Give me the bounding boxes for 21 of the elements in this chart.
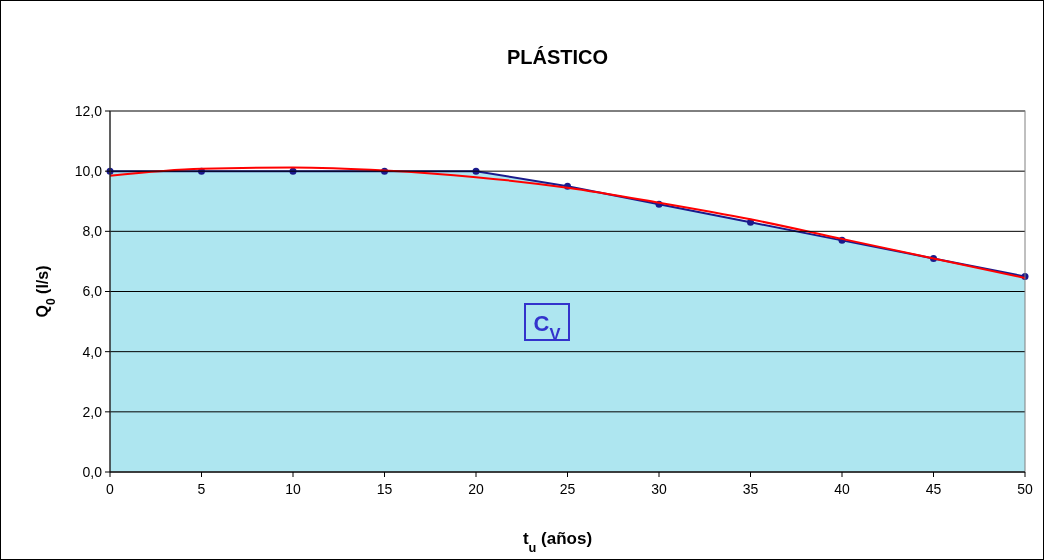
x-tick-label: 35 — [742, 481, 759, 497]
x-tick-label: 0 — [106, 481, 115, 497]
y-tick-label: 10,0 — [74, 163, 103, 180]
x-tick-label: 40 — [834, 481, 850, 497]
x-tick-label: 50 — [1017, 481, 1033, 497]
y-tick-label: 12,0 — [74, 102, 103, 119]
y-tick-label: 4,0 — [82, 343, 103, 360]
x-tick-label: 10 — [285, 481, 301, 497]
x-tick-label: 45 — [925, 481, 942, 497]
x-tick-label: 20 — [468, 481, 484, 497]
y-tick-label: 8,0 — [82, 223, 103, 240]
x-tick-label: 15 — [376, 481, 393, 497]
x-tick-label: 25 — [559, 481, 576, 497]
x-axis-title: t$_{u}$ (años) — [522, 529, 593, 555]
annotation: C$_{V}$ — [533, 311, 561, 343]
y-tick-label: 2,0 — [82, 403, 103, 420]
x-tick-label: 5 — [197, 481, 206, 497]
chart-title: PLÁSTICO — [506, 46, 609, 68]
y-tick-label: 6,0 — [82, 283, 103, 300]
y-tick-label: 0,0 — [82, 463, 103, 480]
x-tick-label: 30 — [651, 481, 667, 497]
